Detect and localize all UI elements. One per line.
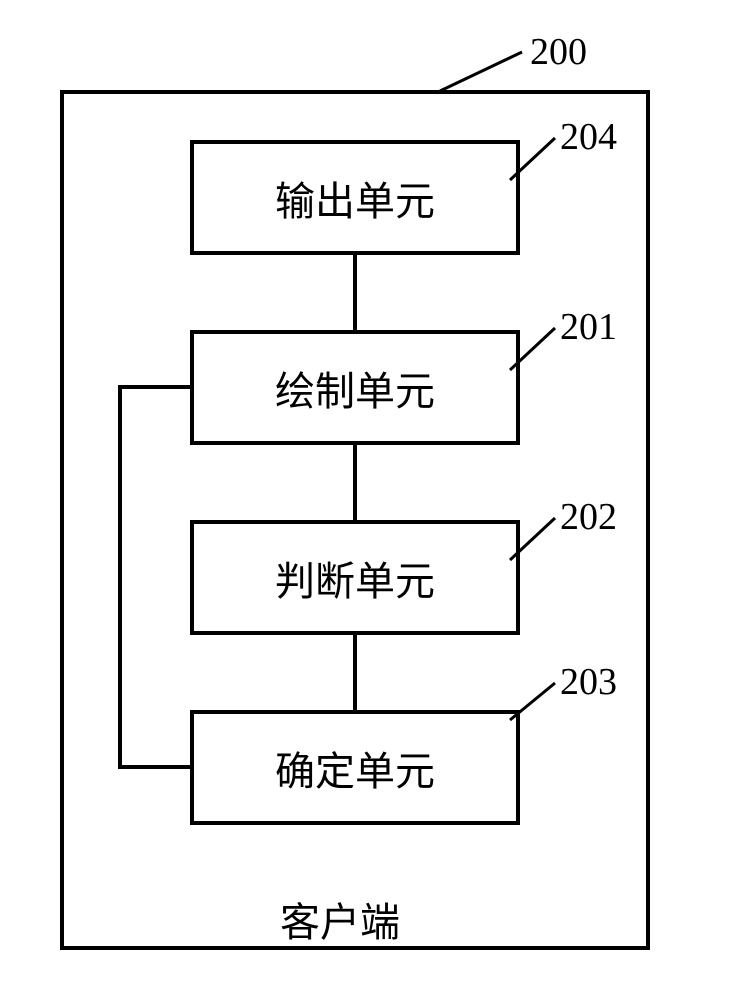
draw-unit-box: 绘制单元 (190, 330, 520, 445)
draw-unit-label: 绘制单元 (275, 359, 435, 417)
output-unit-label: 输出单元 (275, 169, 435, 227)
determine-unit-box: 确定单元 (190, 710, 520, 825)
ref-label-200: 200 (530, 30, 587, 74)
ref-label-203: 203 (560, 660, 617, 704)
judge-unit-label: 判断单元 (275, 549, 435, 607)
judge-unit-box: 判断单元 (190, 520, 520, 635)
ref-label-202: 202 (560, 495, 617, 539)
ref-label-201: 201 (560, 305, 617, 349)
output-unit-box: 输出单元 (190, 140, 520, 255)
client-footer-label: 客户端 (280, 890, 400, 948)
determine-unit-label: 确定单元 (275, 739, 435, 797)
ref-label-204: 204 (560, 115, 617, 159)
diagram-canvas: 输出单元 绘制单元 判断单元 确定单元 200 204 201 202 203 … (0, 0, 734, 987)
